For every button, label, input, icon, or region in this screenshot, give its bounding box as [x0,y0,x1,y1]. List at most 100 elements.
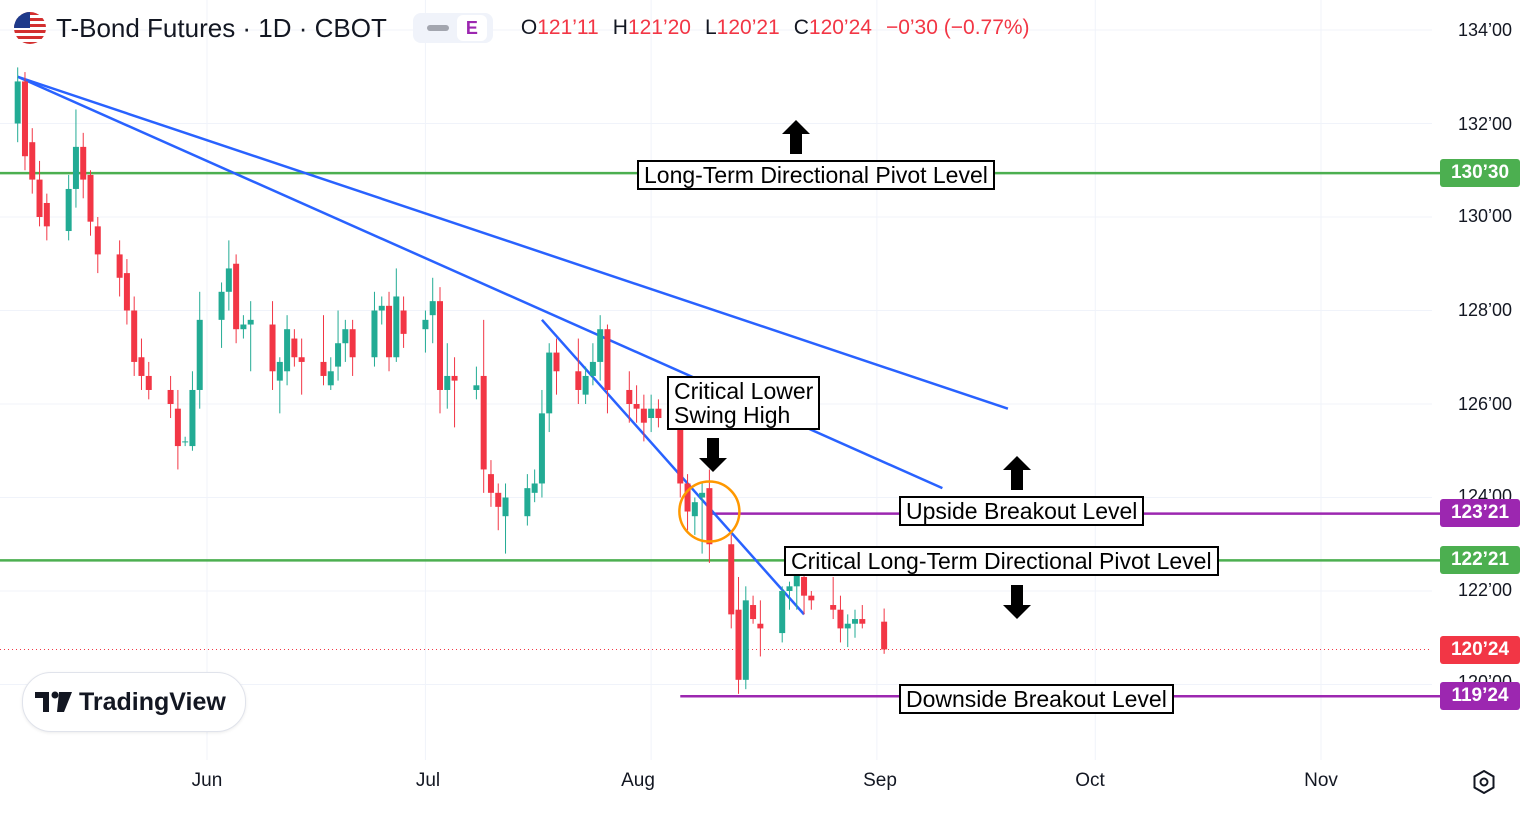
price-tick: 132’00 [1457,114,1512,134]
candle-body [844,623,851,629]
candle-body [793,572,800,587]
low-label: L [704,16,717,39]
candle-body [655,408,662,419]
candle-body [94,226,101,255]
candle-body [189,389,196,447]
candle-body [626,389,633,404]
candle-body [335,343,342,367]
candle-body [371,310,378,358]
close-value: 120’24 [808,16,872,39]
candle-body [750,605,757,620]
candle-body [852,619,859,624]
candle-body [473,385,480,390]
high-value: 121’20 [627,16,691,39]
candle-body [400,310,407,334]
candle-body [422,319,429,330]
label-line-1: Critical Lower [674,378,814,404]
open-label: O [520,16,538,39]
candle-body [429,301,436,316]
trendline [17,75,1009,410]
candle-body [138,357,145,376]
tradingview-wordmark: TradingView [79,687,226,716]
candle-body [546,352,553,414]
visibility-pill[interactable]: E [412,13,493,43]
label-downside-breakout: Downside Breakout Level [899,684,1174,714]
candle-body [677,413,684,484]
candle-body [524,488,531,517]
candle-body [218,291,225,320]
candle-body [495,492,502,507]
candle-body [29,142,36,180]
candle-body [837,609,844,629]
price-tag-long-term-pivot: 130’30 [1440,159,1520,187]
price-tick: 130’00 [1457,206,1512,226]
tradingview-mark-icon [35,690,73,714]
arrow-down-icon [1003,585,1031,619]
candle-body [36,179,43,217]
candle-body [648,408,655,419]
candle-body [72,146,79,189]
candle-body [291,338,298,358]
candle-body [881,621,888,650]
minus-icon [426,25,449,31]
candle-body [378,305,385,311]
symbol-title[interactable]: T-Bond Futures · 1D · CBOT [56,12,387,43]
settings-gear-icon[interactable] [1472,769,1496,795]
label-line-2: Swing High [674,402,791,428]
label-long-term-pivot: Long-Term Directional Pivot Level [637,160,995,190]
candle-body [604,329,611,390]
price-tag-last-close: 120’24 [1440,636,1520,664]
candle-body [531,483,538,493]
low-value: 120’21 [716,16,780,39]
candle-body [225,268,232,292]
candle-body [757,623,764,629]
candle-body [342,329,349,344]
time-tick: Sep [863,770,897,791]
earnings-badge[interactable]: E [456,15,487,41]
candle-body [830,605,837,610]
candle-body [801,576,808,596]
candle-body [480,375,487,470]
us-flag-icon [14,12,46,44]
candle-body [633,404,640,409]
label-upside-breakout: Upside Breakout Level [899,496,1145,526]
candle-body [786,586,793,591]
ohlc-readout: O121’11 H121’20 L120’21 C120’24 −0’30 (−… [521,16,1030,40]
candle-body [487,474,494,493]
candle-body [65,188,72,232]
candle-body [742,600,749,680]
candle-body [684,483,691,512]
candle-body [779,591,786,634]
candle-body [240,324,247,330]
price-tick: 126’00 [1457,394,1512,414]
candle-body [131,310,138,362]
candle-body [80,146,87,180]
candle-body [597,329,604,362]
time-tick: Nov [1304,770,1338,791]
candle-body [14,81,21,124]
time-tick: Aug [621,770,655,791]
candle-body [196,319,203,390]
price-tick: 122’00 [1457,580,1512,600]
candle-body [284,329,291,372]
trendline [540,319,805,616]
candle-body [174,408,181,447]
chart-header: T-Bond Futures · 1D · CBOT E O121’11 H12… [14,8,1030,48]
tradingview-logo[interactable]: TradingView [22,672,246,732]
candle-body [859,619,866,624]
price-tag-downside-breakout: 119’24 [1440,682,1520,710]
price-tag-critical-pivot: 122’21 [1440,546,1520,574]
candle-body [640,408,647,423]
candle-body [145,375,152,390]
label-critical-pivot: Critical Long-Term Directional Pivot Lev… [784,546,1219,576]
candle-body [444,375,451,390]
price-tick: 128’00 [1457,300,1512,320]
candle-body [393,296,400,358]
candle-body [87,174,94,222]
candle-body [735,609,742,680]
time-tick: Jun [191,770,223,791]
candle-body [167,389,174,404]
candle-body [582,375,589,395]
candle-body [233,263,240,330]
